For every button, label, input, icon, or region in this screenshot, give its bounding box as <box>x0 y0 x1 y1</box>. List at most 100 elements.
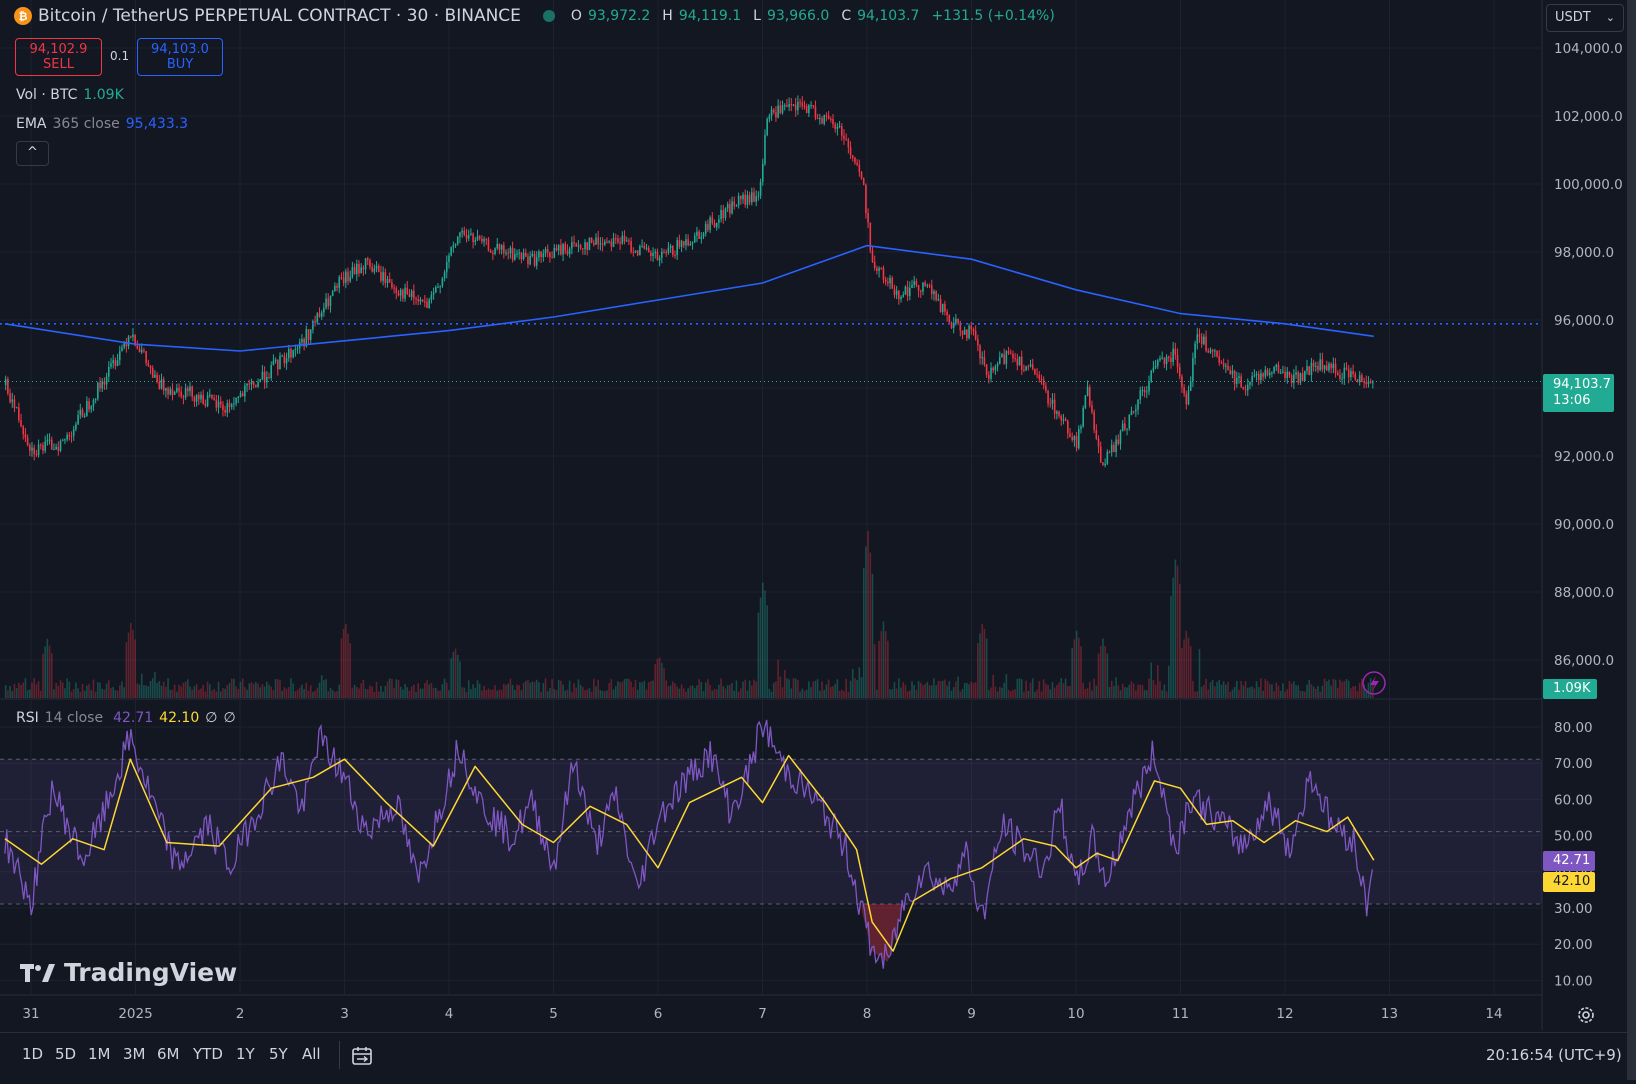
volume-bar <box>1146 690 1148 698</box>
candle-body <box>911 284 913 288</box>
buy-button[interactable]: 94,103.0 BUY <box>137 38 223 76</box>
ema-legend[interactable]: EMA 365 close 95,433.3 <box>16 116 188 132</box>
volume-bar <box>1062 683 1065 698</box>
candle-body <box>1203 336 1205 345</box>
volume-bar <box>998 686 1001 698</box>
volume-bar <box>127 632 130 698</box>
candle-body <box>496 243 499 249</box>
volume-bar <box>663 668 665 698</box>
volume-bar <box>832 686 834 698</box>
date-range-icon[interactable] <box>350 1044 374 1068</box>
candle-body <box>1069 433 1071 438</box>
candle-body <box>742 194 744 200</box>
volume-bar <box>707 679 709 698</box>
volume-bar <box>281 690 283 698</box>
volume-bar <box>1148 678 1150 698</box>
ohlc-open-value: 93,972.2 <box>587 8 651 24</box>
candle-body <box>149 365 152 368</box>
candle-body <box>42 445 44 451</box>
timeframe-button-all[interactable]: All <box>302 1045 321 1063</box>
timeframe-button-ytd[interactable]: YTD <box>193 1045 223 1063</box>
volume-bar <box>656 658 659 698</box>
candle-body <box>79 409 82 416</box>
candle-body <box>1222 363 1225 367</box>
candle-body <box>266 377 268 383</box>
volume-bar <box>535 679 538 698</box>
candle-body <box>1323 365 1326 370</box>
volume-bar <box>1328 679 1330 698</box>
candle-body <box>628 240 630 242</box>
candle-body <box>48 439 51 441</box>
volume-bar <box>48 645 51 698</box>
candle-body <box>766 118 768 136</box>
candle-body <box>803 106 806 108</box>
volume-bar <box>7 690 9 698</box>
volume-bar <box>1255 681 1258 698</box>
volume-bar <box>1027 690 1030 698</box>
volume-bar <box>434 687 437 698</box>
collapse-legend-button[interactable]: ^ <box>16 141 49 166</box>
candle-body <box>1040 378 1043 380</box>
candle-body <box>1293 374 1295 384</box>
candle-body <box>1253 375 1256 377</box>
candle-body <box>1266 369 1269 376</box>
volume-bar <box>1198 649 1201 698</box>
volume-bar <box>1214 686 1216 698</box>
lightning-icon[interactable] <box>1362 671 1386 695</box>
candle-body <box>281 355 283 357</box>
candle-body <box>788 104 790 107</box>
candle-body <box>1067 420 1069 434</box>
right-scrollbar[interactable] <box>1627 0 1636 1080</box>
volume-bar <box>397 679 400 698</box>
time-axis-label: 7 <box>758 1006 767 1022</box>
volume-bar <box>900 687 902 698</box>
candle-body <box>182 396 185 398</box>
volume-bar <box>1196 691 1199 698</box>
candle-body <box>880 268 883 270</box>
sell-button[interactable]: 94,102.9 SELL <box>15 38 102 76</box>
timeframe-button-6m[interactable]: 6M <box>157 1045 180 1063</box>
timeframe-button-1d[interactable]: 1D <box>22 1045 44 1063</box>
candle-body <box>382 272 384 281</box>
volume-bar <box>1341 681 1343 698</box>
volume-bar <box>169 689 172 698</box>
candle-body <box>669 245 672 248</box>
candle-body <box>1023 369 1025 371</box>
volume-bar <box>1194 691 1196 698</box>
timeframe-button-1y[interactable]: 1Y <box>236 1045 255 1063</box>
symbol-title[interactable]: Bitcoin / TetherUS PERPETUAL CONTRACT · … <box>38 6 521 26</box>
currency-select[interactable]: USDT ⌄ <box>1546 4 1624 32</box>
volume-bar <box>325 679 327 698</box>
candle-body <box>654 251 657 254</box>
timeframe-button-3m[interactable]: 3M <box>123 1045 146 1063</box>
ohlc-close-value: 94,103.7 <box>857 8 920 24</box>
candle-body <box>593 242 595 245</box>
volume-bar <box>340 638 343 698</box>
volume-bar <box>377 691 380 698</box>
settings-gear-icon[interactable] <box>1575 1004 1597 1026</box>
volume-bar <box>748 680 751 698</box>
rsi-legend[interactable]: RSI 14 close 42.71 42.10 ∅ ∅ <box>16 710 236 726</box>
candle-body <box>1282 371 1284 373</box>
timeframe-button-1m[interactable]: 1M <box>88 1045 111 1063</box>
candle-body <box>244 385 246 397</box>
volume-bar <box>601 690 604 698</box>
timeframe-button-5d[interactable]: 5D <box>55 1045 77 1063</box>
candle-body <box>843 135 845 139</box>
volume-bar <box>713 688 716 698</box>
volume-bar <box>689 685 692 698</box>
volume-bar <box>1222 681 1225 698</box>
volume-bar <box>1304 691 1306 698</box>
volume-legend[interactable]: Vol · BTC 1.09K <box>16 87 124 103</box>
timeframe-button-5y[interactable]: 5Y <box>269 1045 288 1063</box>
volume-bar <box>1150 662 1153 698</box>
clock-timezone[interactable]: 20:16:54 (UTC+9) <box>1486 1046 1622 1064</box>
volume-bar <box>963 682 966 698</box>
volume-bar <box>906 691 909 698</box>
candle-body <box>353 266 356 275</box>
volume-bar <box>678 688 681 698</box>
candle-body <box>145 350 147 363</box>
candle-body <box>53 449 55 451</box>
candle-body <box>990 367 992 379</box>
